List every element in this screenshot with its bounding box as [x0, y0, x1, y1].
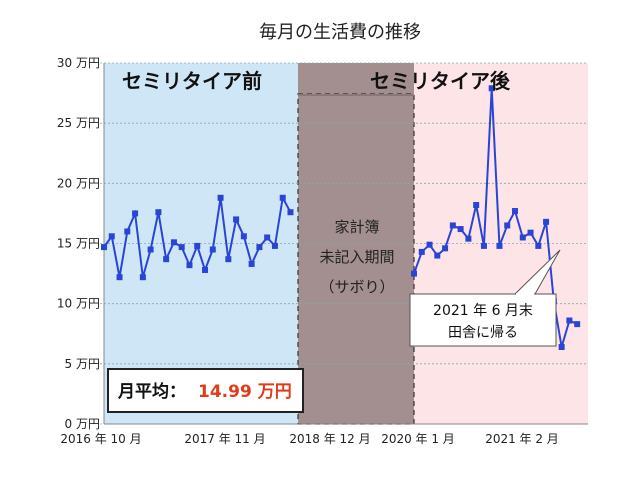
data-point-after-13 [504, 222, 511, 229]
y-tick-label-0: 0 万円 [65, 417, 100, 431]
data-point-after-5 [442, 245, 449, 252]
data-point-after-8 [465, 235, 472, 242]
data-point-before-16 [217, 194, 224, 201]
x-tick-label-2: 2018 年 12 月 [289, 432, 370, 446]
data-point-after-18 [543, 218, 550, 225]
data-point-after-4 [434, 252, 441, 259]
y-tick-label-4: 20 万円 [57, 176, 100, 190]
data-point-before-5 [132, 210, 139, 217]
region-label-after: セミリタイア後 [370, 69, 511, 93]
annotation-line-1: 2021 年 6 月末 [433, 303, 533, 319]
data-point-before-18 [233, 216, 240, 223]
x-tick-label-0: 2016 年 10 月 [60, 432, 141, 446]
data-point-after-7 [457, 226, 464, 233]
x-tick-label-3: 2020 年 1 月 [381, 432, 455, 446]
data-point-before-6 [139, 274, 146, 281]
data-point-after-12 [496, 242, 503, 249]
data-point-after-3 [426, 241, 433, 248]
data-point-after-22 [574, 321, 581, 328]
data-point-after-16 [527, 229, 534, 236]
data-point-before-15 [209, 246, 216, 253]
grid-layer [100, 62, 588, 425]
x-tick-label-1: 2017 年 11 月 [184, 432, 265, 446]
data-point-before-23 [271, 242, 278, 249]
annotation-box [409, 293, 557, 347]
annotation-line-2: 田舎に帰る [448, 324, 518, 341]
data-point-before-17 [225, 256, 232, 263]
data-point-after-1 [411, 270, 417, 277]
data-point-before-14 [202, 266, 209, 273]
region-label-before: セミリタイア前 [122, 69, 262, 93]
data-point-before-25 [287, 209, 294, 216]
y-tick-label-3: 15 万円 [57, 237, 100, 251]
y-tick-label-1: 5 万円 [65, 357, 100, 371]
average-box: 月平均： 14.99 万円 [107, 368, 304, 413]
data-point-before-4 [124, 228, 131, 235]
data-point-after-14 [512, 208, 519, 215]
data-point-before-3 [116, 274, 123, 281]
data-point-after-17 [535, 242, 542, 249]
data-point-after-9 [473, 201, 480, 208]
data-point-before-2 [108, 233, 115, 240]
data-point-before-10 [170, 239, 177, 246]
data-point-after-6 [449, 222, 456, 229]
average-value: 14.99 万円 [198, 382, 292, 402]
data-point-before-13 [194, 242, 201, 249]
gap-label-line-3: （サボり） [319, 278, 394, 296]
data-point-before-12 [186, 262, 193, 269]
average-box-frame [107, 368, 304, 413]
gap-label-line-2: 未記入期間 [319, 248, 394, 266]
data-point-before-7 [147, 246, 154, 253]
chart-title: 毎月の生活費の推移 [259, 22, 421, 43]
annotation-callout: 2021 年 6 月末 田舎に帰る [409, 249, 561, 347]
data-point-after-15 [519, 234, 526, 241]
gap-label-line-1: 家計簿 [334, 218, 379, 236]
y-tick-label-5: 25 万円 [57, 116, 100, 130]
x-tick-label-4: 2021 年 2 月 [485, 432, 559, 446]
data-point-after-2 [418, 248, 425, 255]
data-point-before-24 [279, 194, 286, 201]
gap-box-top [298, 94, 414, 96]
data-point-before-11 [178, 244, 185, 251]
data-point-before-19 [240, 233, 247, 240]
data-point-before-22 [264, 234, 271, 241]
series-layer [101, 85, 581, 350]
data-point-after-11 [488, 85, 495, 92]
y-tick-label-2: 10 万円 [57, 297, 100, 311]
y-tick-label-6: 30 万円 [57, 56, 100, 70]
data-point-before-9 [163, 256, 170, 263]
tick-layer: 0 万円 5 万円 10 万円 15 万円 20 万円 25 万円 30 万円 2016 年 … [57, 56, 559, 446]
data-point-after-20 [558, 343, 565, 350]
average-label: 月平均： [117, 381, 186, 402]
data-point-after-10 [480, 242, 487, 249]
data-point-before-21 [256, 244, 263, 251]
data-point-before-1 [101, 244, 107, 251]
data-point-before-8 [155, 209, 162, 216]
data-point-before-20 [248, 260, 255, 267]
data-point-after-21 [566, 317, 573, 324]
